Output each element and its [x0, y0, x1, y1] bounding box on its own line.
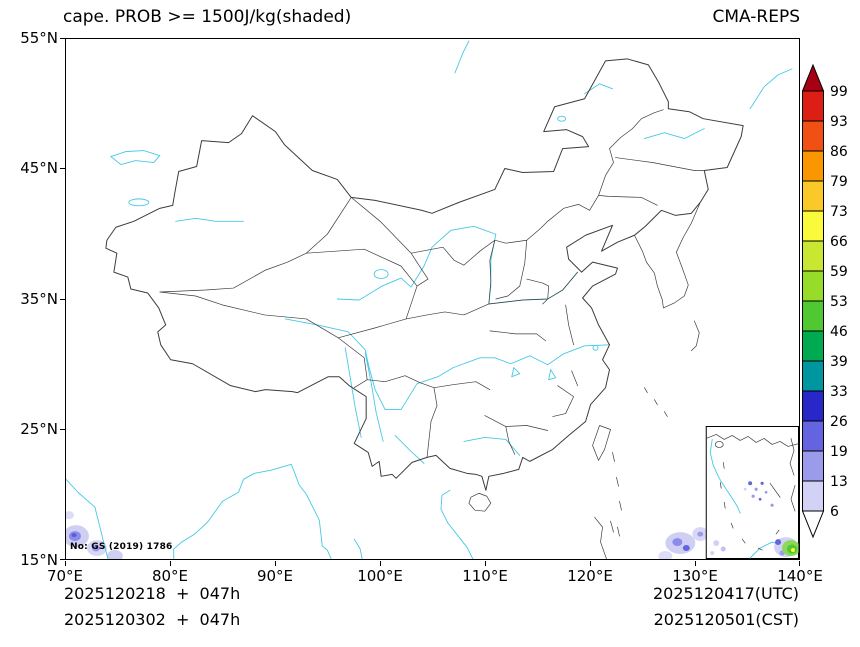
- lakes: [109, 115, 599, 381]
- svg-text:79: 79: [830, 174, 848, 190]
- plot-title: cape. PROB >= 1500J/kg(shaded): [63, 7, 352, 27]
- svg-text:59: 59: [830, 264, 848, 280]
- axis-tick: [60, 299, 65, 300]
- axis-tick: [65, 561, 66, 566]
- lon-tick-label: 110°E: [462, 567, 508, 585]
- china-boundary: [105, 58, 744, 491]
- inset-shaded-specks: [710, 481, 799, 558]
- axis-tick: [60, 559, 65, 560]
- colorbar: 99 93 86 79 73 66 59 53 46 39 33 26 19 13 6: [801, 63, 860, 544]
- svg-text:73: 73: [830, 204, 848, 220]
- shaded-prob-blobs: [66, 511, 709, 559]
- lat-tick-label: 55°N: [20, 29, 58, 47]
- lon-tick-label: 80°E: [151, 567, 189, 585]
- axis-tick: [275, 561, 276, 566]
- svg-text:93: 93: [830, 114, 848, 130]
- lon-tick-label: 120°E: [567, 567, 613, 585]
- svg-text:6: 6: [830, 504, 839, 520]
- svg-text:39: 39: [830, 354, 848, 370]
- svg-text:66: 66: [830, 234, 848, 250]
- axis-tick: [60, 38, 65, 39]
- map-plot-area: No: GS (2019) 1786: [65, 38, 800, 560]
- lat-tick-label: 35°N: [20, 290, 58, 308]
- lat-tick-label: 45°N: [20, 159, 58, 177]
- init-time-cst-label: 2025120302 + 047h: [64, 610, 241, 629]
- svg-text:13: 13: [830, 474, 848, 490]
- lon-tick-label: 140°E: [777, 567, 823, 585]
- svg-text:26: 26: [830, 414, 848, 430]
- svg-text:33: 33: [830, 384, 848, 400]
- lon-tick-label: 100°E: [357, 567, 403, 585]
- svg-text:86: 86: [830, 144, 848, 160]
- foreign-coastlines: [66, 463, 474, 559]
- axis-tick: [695, 561, 696, 566]
- axis-tick: [170, 561, 171, 566]
- lat-tick-label: 15°N: [20, 551, 58, 569]
- china-map: [66, 40, 799, 559]
- korea-japan-coastline: [634, 202, 701, 417]
- valid-time-cst-label: 2025120501(CST): [653, 610, 799, 629]
- axis-tick: [380, 561, 381, 566]
- svg-text:53: 53: [830, 294, 848, 310]
- axis-tick: [60, 168, 65, 169]
- svg-text:46: 46: [830, 324, 848, 340]
- lon-tick-label: 130°E: [672, 567, 718, 585]
- lon-tick-label: 70°E: [46, 567, 84, 585]
- province-boundaries: [159, 109, 705, 458]
- valid-time-utc-label: 2025120417(UTC): [653, 584, 799, 603]
- islands: [468, 425, 622, 559]
- lon-tick-label: 90°E: [256, 567, 294, 585]
- map-license-text: No: GS (2019) 1786: [70, 542, 173, 552]
- svg-text:19: 19: [830, 444, 848, 460]
- lat-tick-label: 25°N: [20, 420, 58, 438]
- rivers: [175, 40, 793, 464]
- svg-text:99: 99: [830, 84, 848, 100]
- axis-tick: [590, 561, 591, 566]
- model-name-label: CMA-REPS: [712, 7, 800, 27]
- axis-tick: [60, 429, 65, 430]
- south-china-sea-inset: [705, 426, 799, 559]
- init-time-utc-label: 2025120218 + 047h: [64, 584, 241, 603]
- axis-tick: [799, 561, 800, 566]
- axis-tick: [485, 561, 486, 566]
